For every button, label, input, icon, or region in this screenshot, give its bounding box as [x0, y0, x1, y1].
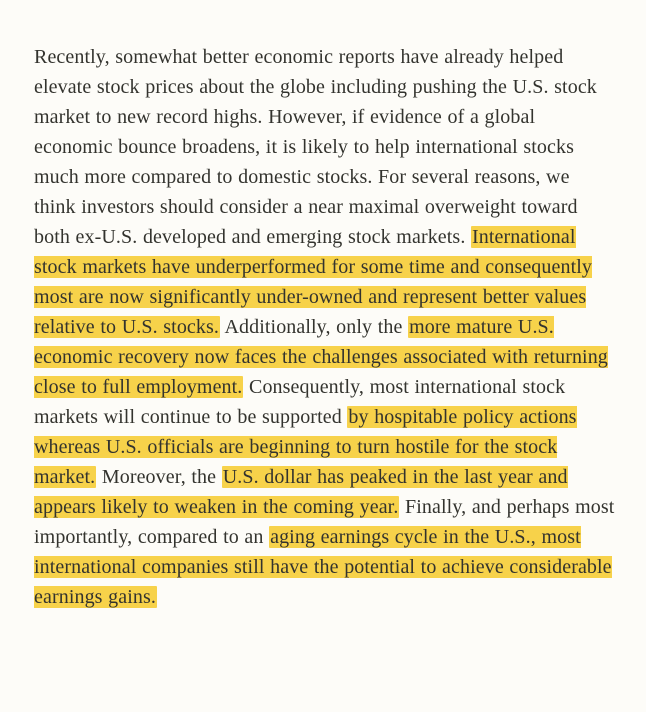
body-text: Recently, somewhat better economic repor… [34, 46, 597, 248]
document-page: Recently, somewhat better economic repor… [0, 0, 646, 612]
body-text: Moreover, the [96, 466, 222, 488]
body-text: Additionally, only the [220, 316, 408, 338]
body-paragraph: Recently, somewhat better economic repor… [34, 42, 616, 612]
